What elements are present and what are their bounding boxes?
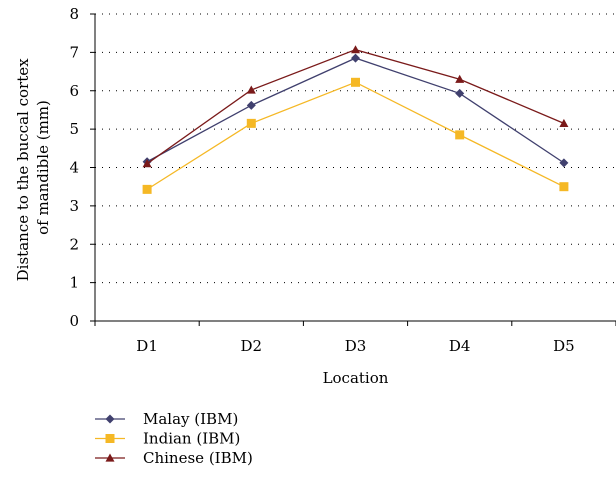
gridlines bbox=[95, 13, 616, 284]
x-ticks: D1 D2 D3 D4 D5 bbox=[94, 321, 616, 355]
legend-label: Indian (IBM) bbox=[143, 430, 240, 448]
x-tick-label: D1 bbox=[136, 337, 158, 355]
x-tick-label: D3 bbox=[345, 337, 367, 355]
legend-item: Indian (IBM) bbox=[95, 430, 240, 448]
data-point bbox=[455, 74, 465, 83]
series-line bbox=[146, 81, 565, 190]
series-1 bbox=[142, 77, 569, 194]
y-axis-title-line-2: of mandible (mm) bbox=[34, 100, 52, 235]
y-tick-label: 1 bbox=[69, 274, 79, 292]
data-point bbox=[246, 118, 256, 128]
series-0 bbox=[142, 53, 569, 168]
data-point bbox=[351, 45, 360, 54]
legend-item: Chinese (IBM) bbox=[95, 449, 253, 467]
data-point bbox=[246, 85, 256, 94]
y-axis-title: Distance to the buccal cortex of mandibl… bbox=[14, 54, 52, 282]
x-tick-label: D4 bbox=[449, 337, 471, 355]
y-ticks: 0 1 2 3 4 5 6 7 8 bbox=[69, 5, 95, 330]
series-line bbox=[146, 57, 565, 164]
data-point bbox=[142, 184, 152, 194]
y-tick-label: 5 bbox=[69, 120, 79, 138]
data-point bbox=[246, 100, 256, 110]
y-tick-label: 2 bbox=[69, 235, 79, 253]
data-point bbox=[351, 77, 360, 87]
series-group bbox=[142, 45, 569, 194]
x-tick-label: D2 bbox=[241, 337, 263, 355]
y-axis-title-line-1: Distance to the buccal cortex bbox=[14, 58, 32, 281]
y-tick-label: 4 bbox=[69, 159, 79, 177]
legend: Malay (IBM) Indian (IBM)Chinese (IBM) bbox=[95, 410, 253, 467]
legend-marker bbox=[105, 434, 115, 443]
legend-marker bbox=[105, 414, 115, 424]
x-tick-label: D5 bbox=[553, 337, 575, 355]
data-point bbox=[559, 182, 569, 192]
y-tick-label: 7 bbox=[69, 43, 79, 61]
series-line bbox=[146, 49, 565, 165]
x-axis-title: Location bbox=[323, 369, 389, 387]
y-tick-label: 0 bbox=[69, 312, 79, 330]
data-point bbox=[559, 118, 569, 127]
legend-label: Malay (IBM) bbox=[143, 410, 238, 428]
y-tick-label: 3 bbox=[69, 197, 79, 215]
legend-item: Malay (IBM) bbox=[95, 410, 238, 428]
data-point bbox=[455, 130, 465, 140]
data-point bbox=[142, 159, 152, 168]
y-tick-label: 6 bbox=[69, 82, 79, 100]
data-point bbox=[559, 158, 569, 168]
y-tick-label: 8 bbox=[69, 5, 79, 23]
legend-label: Chinese (IBM) bbox=[143, 449, 253, 467]
series-2 bbox=[142, 45, 569, 168]
data-point bbox=[455, 88, 465, 98]
legend-marker bbox=[105, 453, 115, 462]
data-point bbox=[351, 53, 360, 63]
